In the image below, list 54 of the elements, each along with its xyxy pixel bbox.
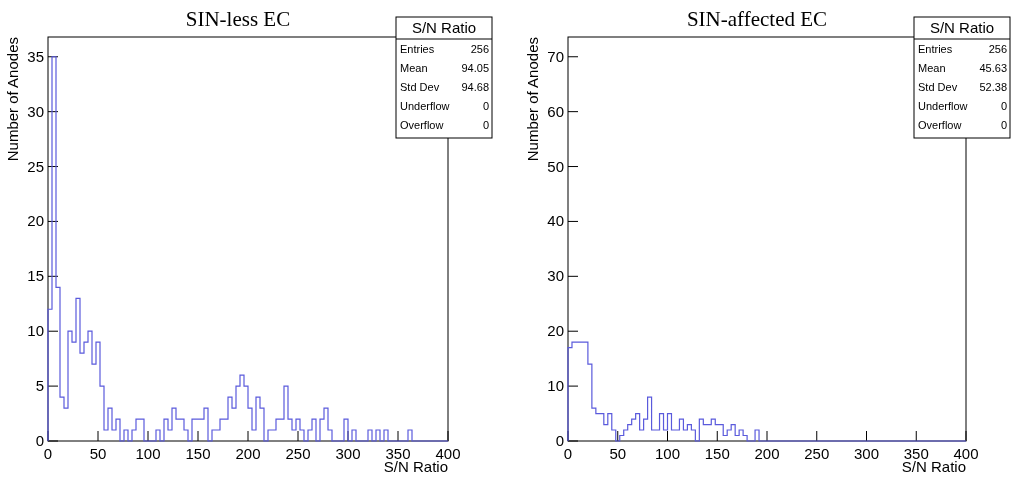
- annotation: Mean: [918, 62, 946, 74]
- y-axis-title: Number of Anodes: [524, 37, 541, 162]
- text: 256: [988, 43, 1007, 55]
- annotation: Entries: [918, 43, 953, 55]
- x-tick-label: 300: [853, 445, 880, 462]
- chart-title: SIN-less EC: [185, 7, 291, 31]
- annotation: Overflow: [918, 119, 962, 131]
- y-tick-label: 30: [547, 267, 564, 285]
- y-tick-label: 25: [27, 157, 44, 175]
- y-tick-label: 40: [547, 212, 564, 230]
- annotation: Std Dev: [400, 81, 440, 93]
- y-tick-label: 5: [35, 377, 44, 395]
- x-tick-label: 250: [804, 445, 830, 462]
- y-tick-label: 35: [27, 47, 44, 65]
- y-tick-label: 15: [27, 267, 44, 285]
- x-tick-label: 100: [135, 445, 161, 462]
- x-tick-label: 200: [235, 445, 261, 462]
- annotation: Underflow: [400, 100, 450, 112]
- annotation: Mean: [400, 62, 428, 74]
- annotation: Underflow: [918, 100, 968, 112]
- text: 0: [482, 119, 489, 131]
- text: 45.63: [979, 62, 1007, 74]
- annotation: Overflow: [400, 119, 444, 131]
- x-tick-label: 50: [609, 445, 627, 462]
- y-tick-label: 60: [547, 102, 564, 120]
- y-tick-label: 10: [27, 322, 44, 340]
- x-tick-label: 150: [704, 445, 730, 462]
- text: 94.05: [461, 62, 489, 74]
- y-tick-label: 20: [27, 212, 44, 230]
- text: 256: [470, 43, 489, 55]
- x-tick-label: 100: [654, 445, 681, 462]
- y-tick-label: 70: [547, 47, 564, 65]
- text: 52.38: [979, 81, 1007, 93]
- text: 0: [1000, 119, 1007, 131]
- y-tick-label: 0: [555, 432, 564, 449]
- x-tick-label: 250: [285, 445, 311, 462]
- text: 0: [1000, 100, 1007, 112]
- text: S/N Ratio: [411, 19, 477, 36]
- annotation: Entries: [400, 43, 435, 55]
- annotation: Std Dev: [918, 81, 958, 93]
- x-tick-label: 50: [89, 445, 107, 462]
- y-tick-label: 10: [547, 377, 564, 395]
- x-tick-label: 200: [754, 445, 780, 462]
- text: S/N Ratio: [929, 19, 995, 36]
- y-tick-label: 0: [35, 432, 44, 449]
- text: 94.68: [461, 81, 489, 93]
- y-tick-label: 30: [27, 102, 44, 120]
- y-tick-label: 20: [547, 322, 564, 340]
- chart-title: SIN-affected EC: [686, 7, 828, 31]
- x-tick-label: 150: [185, 445, 211, 462]
- y-tick-label: 50: [547, 157, 564, 175]
- x-tick-label: 300: [335, 445, 361, 462]
- y-axis-title: Number of Anodes: [4, 37, 21, 162]
- text: 0: [482, 100, 489, 112]
